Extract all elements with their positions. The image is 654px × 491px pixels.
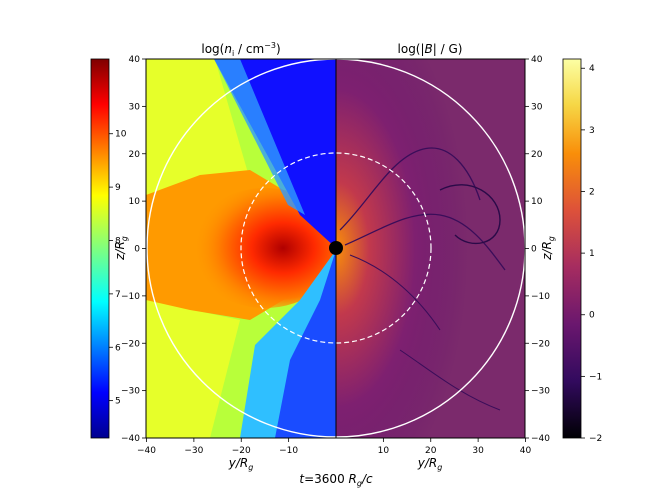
density-upper-funnel-edge — [214, 59, 305, 215]
bfield-colorbar — [562, 58, 582, 439]
colorbar-tick-label: 7 — [115, 290, 121, 300]
x-tick-label: 40 — [520, 446, 532, 456]
bfield-filament-2 — [344, 213, 506, 271]
colorbar-tick-label: 10 — [115, 130, 127, 140]
y-tick-label: −20 — [531, 339, 550, 349]
bfield-title: log(|B| / G) — [398, 42, 463, 56]
colorbar-tick-label: 0 — [589, 311, 595, 321]
colorbar-tick-label: 9 — [115, 183, 121, 193]
density-lower-funnel — [275, 250, 336, 438]
y-tick-label: −30 — [121, 387, 140, 397]
y-tick-label: 40 — [129, 55, 141, 65]
density-xlabel: y/Rg — [228, 456, 254, 472]
bfield-colorbar-ticks: 4 3 2 1 0 −1 −2 — [581, 64, 602, 444]
density-colorbar — [90, 58, 110, 439]
bfield-filament-3 — [349, 254, 441, 331]
bfield-filament-4 — [439, 184, 501, 245]
bfield-ylabel: z/Rg — [540, 236, 556, 261]
bfield-filament-1 — [339, 147, 481, 231]
density-y-ticks: 40 30 20 10 0 −10 −20 −30 −40 — [121, 55, 146, 444]
y-tick-label: −40 — [531, 434, 550, 444]
time-label: t=3600 Rg/c — [299, 472, 373, 488]
density-upper-yellow — [146, 59, 250, 200]
density-title: log(ni / cm−3) — [201, 41, 280, 58]
bfield-filament-5 — [399, 349, 501, 411]
y-tick-label: −20 — [121, 339, 140, 349]
y-tick-label: 0 — [531, 245, 537, 255]
colorbar-tick-label: 8 — [115, 236, 121, 246]
colorbar-tick-label: 1 — [589, 249, 595, 259]
colorbar-tick-label: 3 — [589, 126, 595, 136]
density-lower-yellow — [146, 300, 240, 438]
density-ylabel: z/Rg — [113, 236, 129, 261]
x-tick-label: −20 — [232, 446, 251, 456]
y-tick-label: −30 — [531, 387, 550, 397]
y-tick-label: 10 — [129, 197, 141, 207]
y-tick-label: −40 — [121, 434, 140, 444]
x-tick-label: −10 — [279, 446, 298, 456]
colorbar-tick-label: 6 — [115, 343, 121, 353]
y-tick-label: −10 — [531, 292, 550, 302]
x-tick-label: 10 — [378, 446, 390, 456]
x-tick-label: 20 — [425, 446, 437, 456]
colorbar-tick-label: 5 — [115, 397, 121, 407]
colorbar-tick-label: −2 — [589, 434, 602, 444]
colorbar-tick-label: −1 — [589, 372, 602, 382]
colorbar-tick-label: 4 — [589, 64, 595, 74]
density-colorbar-ticks: 10 9 8 7 6 5 — [109, 130, 127, 407]
density-disk-core — [190, 188, 336, 308]
x-tick-label: 30 — [472, 446, 484, 456]
y-tick-label: 30 — [129, 102, 141, 112]
bfield-y-ticks: 40 30 20 10 0 −10 −20 −30 −40 — [525, 55, 550, 444]
colorbar-tick-label: 2 — [589, 187, 595, 197]
density-panel — [146, 59, 336, 438]
bfield-x-ticks: 10 20 30 40 — [378, 438, 532, 456]
x-tick-label: −40 — [137, 446, 156, 456]
y-tick-label: 0 — [134, 245, 140, 255]
y-tick-label: 40 — [531, 55, 543, 65]
y-tick-label: 10 — [531, 197, 543, 207]
y-tick-label: 20 — [129, 150, 141, 160]
x-tick-label: −30 — [184, 446, 203, 456]
y-tick-label: −10 — [121, 292, 140, 302]
bfield-xlabel: y/Rg — [417, 456, 443, 472]
density-x-ticks: −40 −30 −20 −10 — [137, 438, 298, 456]
y-tick-label: 30 — [531, 102, 543, 112]
y-tick-label: 20 — [531, 150, 543, 160]
